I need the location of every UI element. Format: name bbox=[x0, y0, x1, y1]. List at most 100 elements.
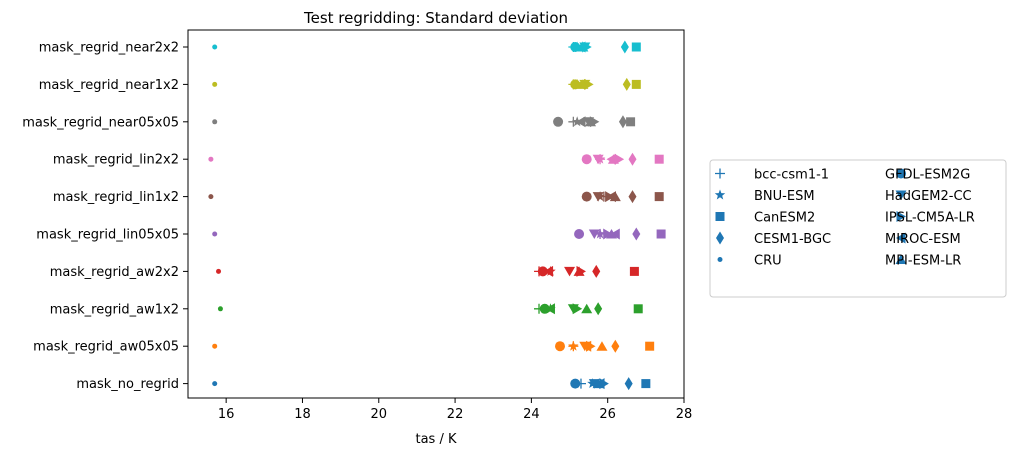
data-point bbox=[609, 191, 621, 202]
legend-label: HadGEM2-CC bbox=[885, 189, 972, 204]
data-point bbox=[607, 154, 619, 164]
data-point bbox=[588, 229, 600, 239]
y-tick-label: mask_regrid_aw1x2 bbox=[50, 302, 179, 317]
data-point bbox=[577, 42, 589, 52]
data-point bbox=[594, 228, 606, 239]
x-tick-label: 16 bbox=[218, 407, 235, 422]
data-point bbox=[631, 42, 641, 52]
data-point bbox=[572, 303, 583, 315]
data-point bbox=[581, 154, 592, 165]
data-point bbox=[581, 191, 592, 202]
data-point bbox=[594, 302, 603, 316]
y-tick-label: mask_regrid_aw2x2 bbox=[50, 265, 179, 280]
legend-label: IPSL-CM5A-LR bbox=[885, 211, 975, 226]
data-point bbox=[581, 303, 593, 314]
legend-marker bbox=[714, 189, 726, 200]
data-point bbox=[641, 379, 651, 389]
legend-marker bbox=[896, 211, 906, 222]
data-point bbox=[596, 341, 608, 351]
legend-label: bcc-csm1-1 bbox=[754, 168, 829, 183]
data-point bbox=[212, 81, 218, 87]
data-point bbox=[543, 265, 554, 277]
data-point bbox=[631, 79, 641, 89]
data-point bbox=[603, 228, 613, 240]
x-tick-label: 28 bbox=[676, 407, 693, 422]
legend-marker bbox=[715, 212, 725, 221]
y-tick-label: mask_regrid_lin2x2 bbox=[53, 153, 179, 168]
data-point bbox=[537, 266, 548, 277]
data-point bbox=[592, 192, 604, 202]
plot-marks bbox=[208, 40, 666, 391]
legend-label: CanESM2 bbox=[754, 211, 815, 226]
x-tick-label: 22 bbox=[447, 407, 464, 422]
legend-marker bbox=[715, 168, 725, 179]
data-point bbox=[217, 306, 223, 312]
data-point bbox=[553, 116, 564, 127]
data-point bbox=[570, 42, 581, 52]
data-point bbox=[633, 304, 643, 314]
data-point bbox=[585, 116, 597, 127]
data-point bbox=[654, 192, 664, 202]
data-point bbox=[568, 340, 579, 351]
data-point bbox=[575, 116, 586, 128]
legend-frame bbox=[709, 159, 1007, 298]
legend-marker bbox=[896, 232, 906, 244]
data-point bbox=[626, 117, 636, 127]
data-point bbox=[208, 194, 214, 200]
y-tick-label: mask_no_regrid bbox=[76, 377, 179, 392]
legend: bcc-csm1-1 BNU-ESM CanESM2 CESM1-BGC CRU GFDL… bbox=[709, 159, 1007, 298]
data-point bbox=[212, 381, 218, 387]
data-point bbox=[212, 44, 218, 50]
data-point bbox=[545, 303, 555, 315]
data-point bbox=[629, 266, 639, 276]
data-point bbox=[622, 77, 631, 91]
x-axis: 16 18 20 22 24 26 28 bbox=[218, 398, 692, 422]
data-point bbox=[654, 154, 664, 164]
data-point bbox=[539, 303, 550, 314]
legend-label: CESM1-BGC bbox=[754, 232, 831, 247]
legend-marker bbox=[896, 168, 906, 179]
x-tick-label: 26 bbox=[599, 407, 616, 422]
y-tick-label: mask_regrid_lin1x2 bbox=[53, 190, 179, 205]
x-axis-label: tas / K bbox=[415, 432, 456, 447]
x-tick-label: 24 bbox=[523, 407, 540, 422]
data-point bbox=[592, 264, 601, 278]
legend-marker bbox=[895, 254, 907, 264]
data-point bbox=[570, 79, 581, 90]
data-point bbox=[606, 229, 618, 239]
data-point bbox=[610, 228, 620, 240]
legend-label: BNU-ESM bbox=[754, 189, 815, 204]
y-tick-label: mask_regrid_near1x2 bbox=[39, 78, 179, 93]
data-point bbox=[577, 79, 589, 89]
data-point bbox=[564, 266, 576, 277]
data-point bbox=[624, 377, 633, 391]
data-point bbox=[592, 378, 604, 389]
data-point bbox=[620, 40, 629, 54]
data-point bbox=[581, 340, 592, 352]
data-point bbox=[628, 152, 637, 166]
data-point bbox=[212, 119, 218, 125]
data-point bbox=[618, 115, 627, 129]
legend-label: GFDL-ESM2G bbox=[885, 168, 970, 183]
x-tick-label: 20 bbox=[370, 407, 387, 422]
y-axis: mask_no_regrid mask_regrid_aw05x05 mask_re… bbox=[22, 41, 188, 392]
y-tick-label: mask_regrid_near05x05 bbox=[22, 115, 179, 130]
x-tick-label: 18 bbox=[294, 407, 311, 422]
legend-label: CRU bbox=[754, 254, 782, 269]
data-point bbox=[656, 229, 666, 239]
chart-title: Test regridding: Standard deviation bbox=[303, 9, 568, 27]
data-point bbox=[632, 227, 641, 241]
data-point bbox=[592, 154, 604, 165]
plot-frame bbox=[187, 29, 685, 399]
data-point bbox=[216, 268, 222, 274]
data-point bbox=[573, 266, 585, 276]
y-tick-label: mask_regrid_aw05x05 bbox=[33, 340, 179, 355]
data-point bbox=[574, 229, 585, 239]
legend-marker bbox=[717, 257, 723, 262]
legend-marker bbox=[716, 231, 724, 245]
y-tick-label: mask_regrid_lin05x05 bbox=[36, 228, 179, 243]
data-point bbox=[611, 339, 620, 353]
data-point bbox=[645, 341, 655, 351]
data-point bbox=[212, 231, 218, 237]
